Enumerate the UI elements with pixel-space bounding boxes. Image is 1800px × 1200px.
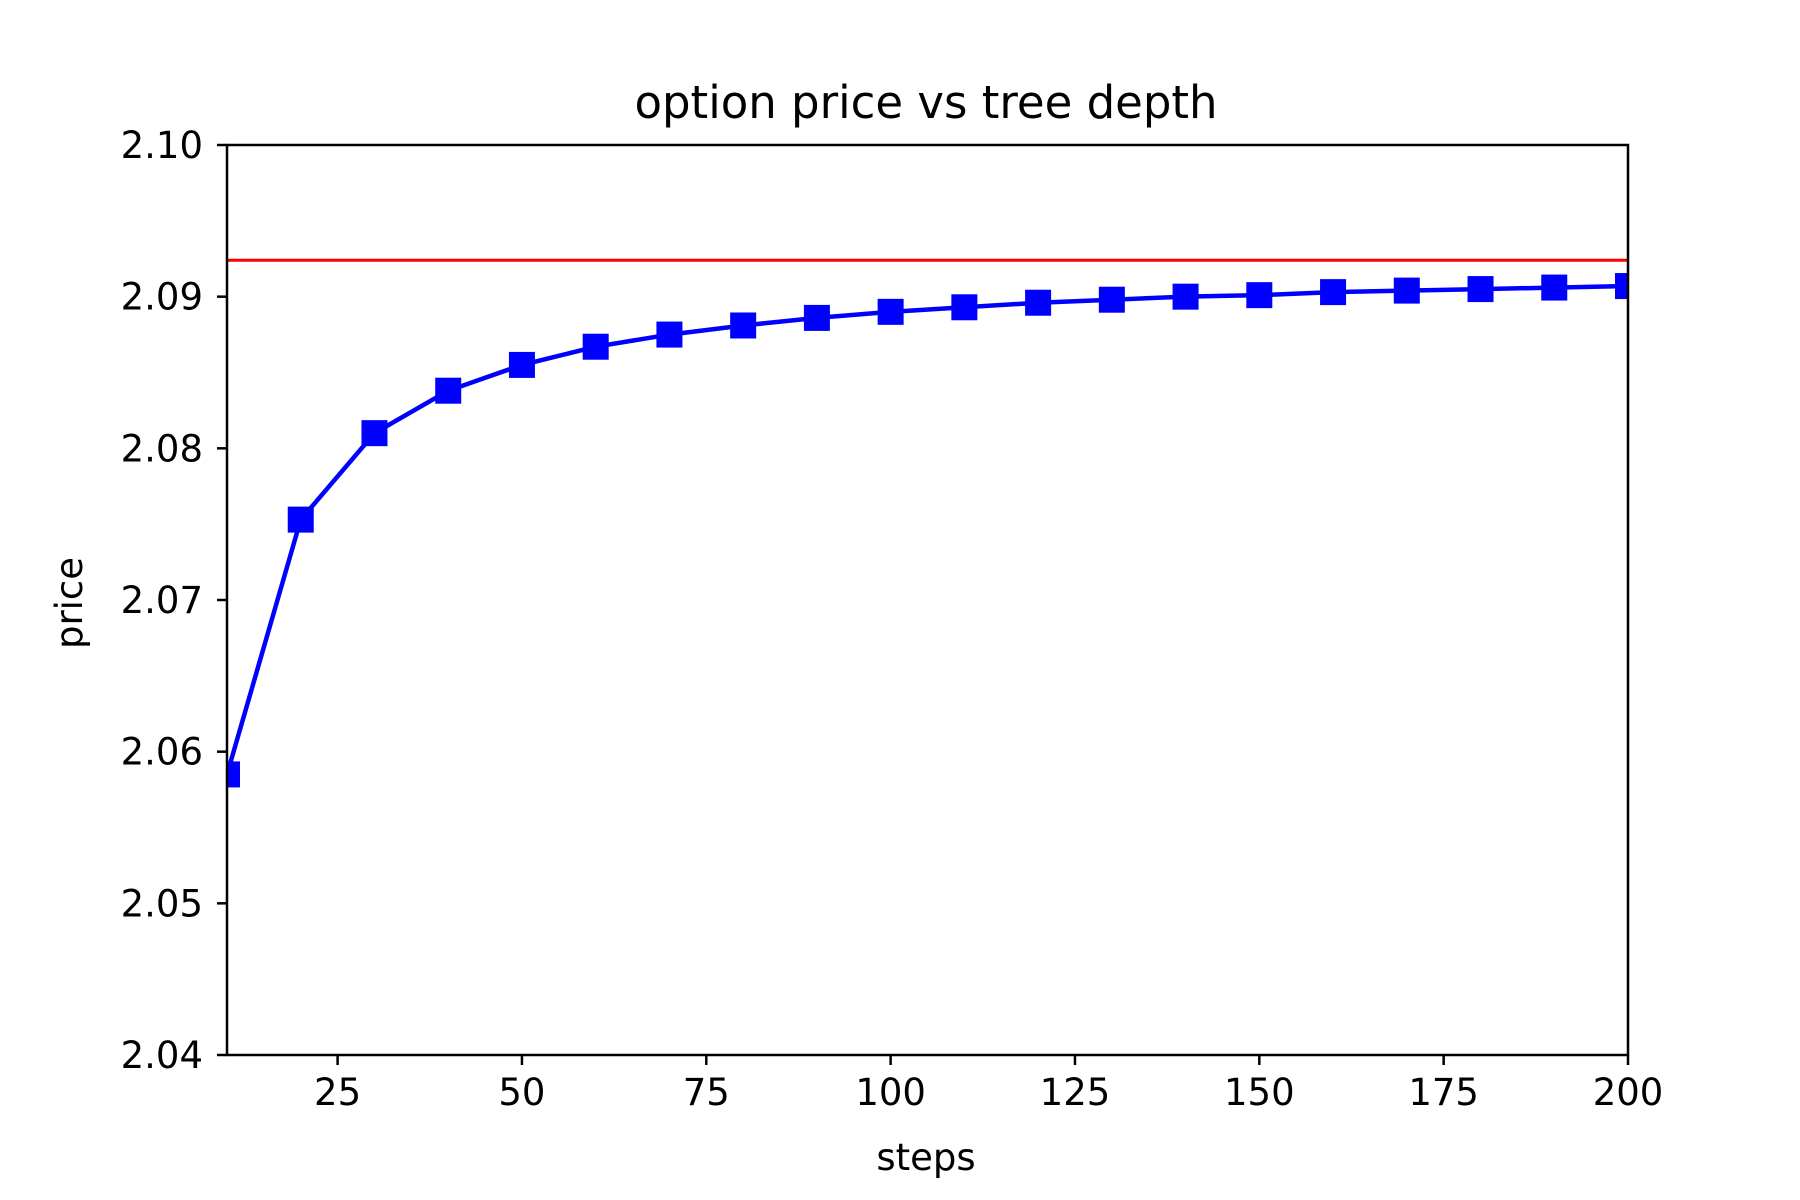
data-point <box>508 351 535 378</box>
x-tick-label: 150 <box>1224 1071 1295 1114</box>
data-point <box>803 304 830 331</box>
x-tick-label: 175 <box>1408 1071 1479 1114</box>
axes: 25 50 75 100 125 150 175 200 2.04 2.05 2.06 2.07 2.0… <box>121 124 1664 1114</box>
data-point <box>877 298 904 325</box>
data-point <box>951 294 978 321</box>
x-tick-label: 200 <box>1593 1071 1664 1114</box>
data-point <box>656 321 683 348</box>
y-axis-label: price <box>48 557 91 649</box>
x-tick-label: 100 <box>855 1071 926 1114</box>
data-point <box>435 377 462 404</box>
data-point <box>1172 283 1199 310</box>
x-tick-label: 75 <box>683 1071 730 1114</box>
y-tick-label: 2.04 <box>121 1034 203 1077</box>
data-point <box>582 333 609 360</box>
y-tick-label: 2.10 <box>121 124 203 167</box>
data-point <box>730 312 757 339</box>
data-point <box>1320 279 1347 306</box>
chart-title: option price vs tree depth <box>634 76 1217 129</box>
data-point <box>1098 286 1125 313</box>
x-tick-label: 25 <box>314 1071 361 1114</box>
x-tick-label: 125 <box>1040 1071 1111 1114</box>
y-tick-label: 2.08 <box>121 427 203 470</box>
y-tick-label: 2.09 <box>121 276 203 319</box>
data-point <box>1025 289 1052 316</box>
plot-area <box>227 258 1628 788</box>
data-point <box>1393 277 1420 304</box>
data-point <box>1541 274 1568 301</box>
data-point <box>227 761 240 788</box>
x-tick-label: 50 <box>498 1071 545 1114</box>
data-point <box>1467 276 1494 303</box>
data-point <box>361 420 388 447</box>
y-tick-label: 2.05 <box>121 882 203 925</box>
plot-contents <box>227 258 1628 788</box>
data-point <box>1246 282 1273 309</box>
y-tick-label: 2.07 <box>121 579 203 622</box>
data-point <box>1615 273 1628 300</box>
data-point <box>287 506 314 533</box>
x-axis-label: steps <box>876 1136 975 1179</box>
y-tick-label: 2.06 <box>121 731 203 774</box>
